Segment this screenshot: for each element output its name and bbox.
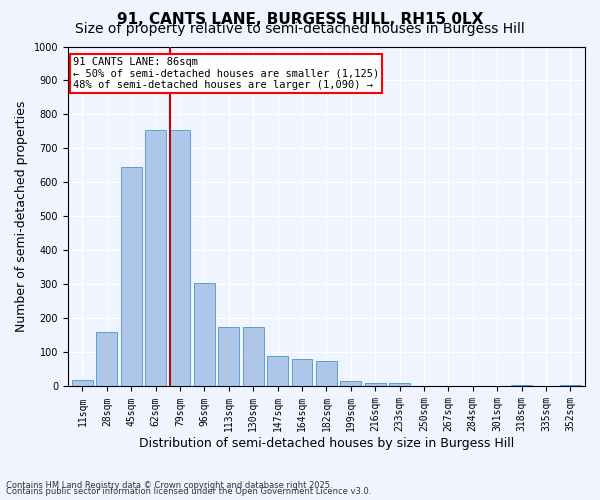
Bar xyxy=(511,385,532,386)
Text: Size of property relative to semi-detached houses in Burgess Hill: Size of property relative to semi-detach… xyxy=(75,22,525,36)
X-axis label: Distribution of semi-detached houses by size in Burgess Hill: Distribution of semi-detached houses by … xyxy=(139,437,514,450)
Bar xyxy=(560,385,581,386)
Bar xyxy=(72,380,93,386)
Bar xyxy=(145,130,166,386)
Bar xyxy=(170,130,190,386)
Bar xyxy=(389,383,410,386)
Bar xyxy=(243,327,263,386)
Bar xyxy=(267,356,288,386)
Text: Contains public sector information licensed under the Open Government Licence v3: Contains public sector information licen… xyxy=(6,487,371,496)
Bar xyxy=(316,361,337,386)
Text: 91, CANTS LANE, BURGESS HILL, RH15 0LX: 91, CANTS LANE, BURGESS HILL, RH15 0LX xyxy=(117,12,483,28)
Bar xyxy=(340,382,361,386)
Y-axis label: Number of semi-detached properties: Number of semi-detached properties xyxy=(15,101,28,332)
Bar xyxy=(97,332,117,386)
Text: Contains HM Land Registry data © Crown copyright and database right 2025.: Contains HM Land Registry data © Crown c… xyxy=(6,481,332,490)
Bar xyxy=(121,167,142,386)
Bar xyxy=(218,327,239,386)
Bar xyxy=(365,383,386,386)
Bar xyxy=(292,360,313,386)
Bar xyxy=(194,283,215,387)
Text: 91 CANTS LANE: 86sqm
← 50% of semi-detached houses are smaller (1,125)
48% of se: 91 CANTS LANE: 86sqm ← 50% of semi-detac… xyxy=(73,56,379,90)
